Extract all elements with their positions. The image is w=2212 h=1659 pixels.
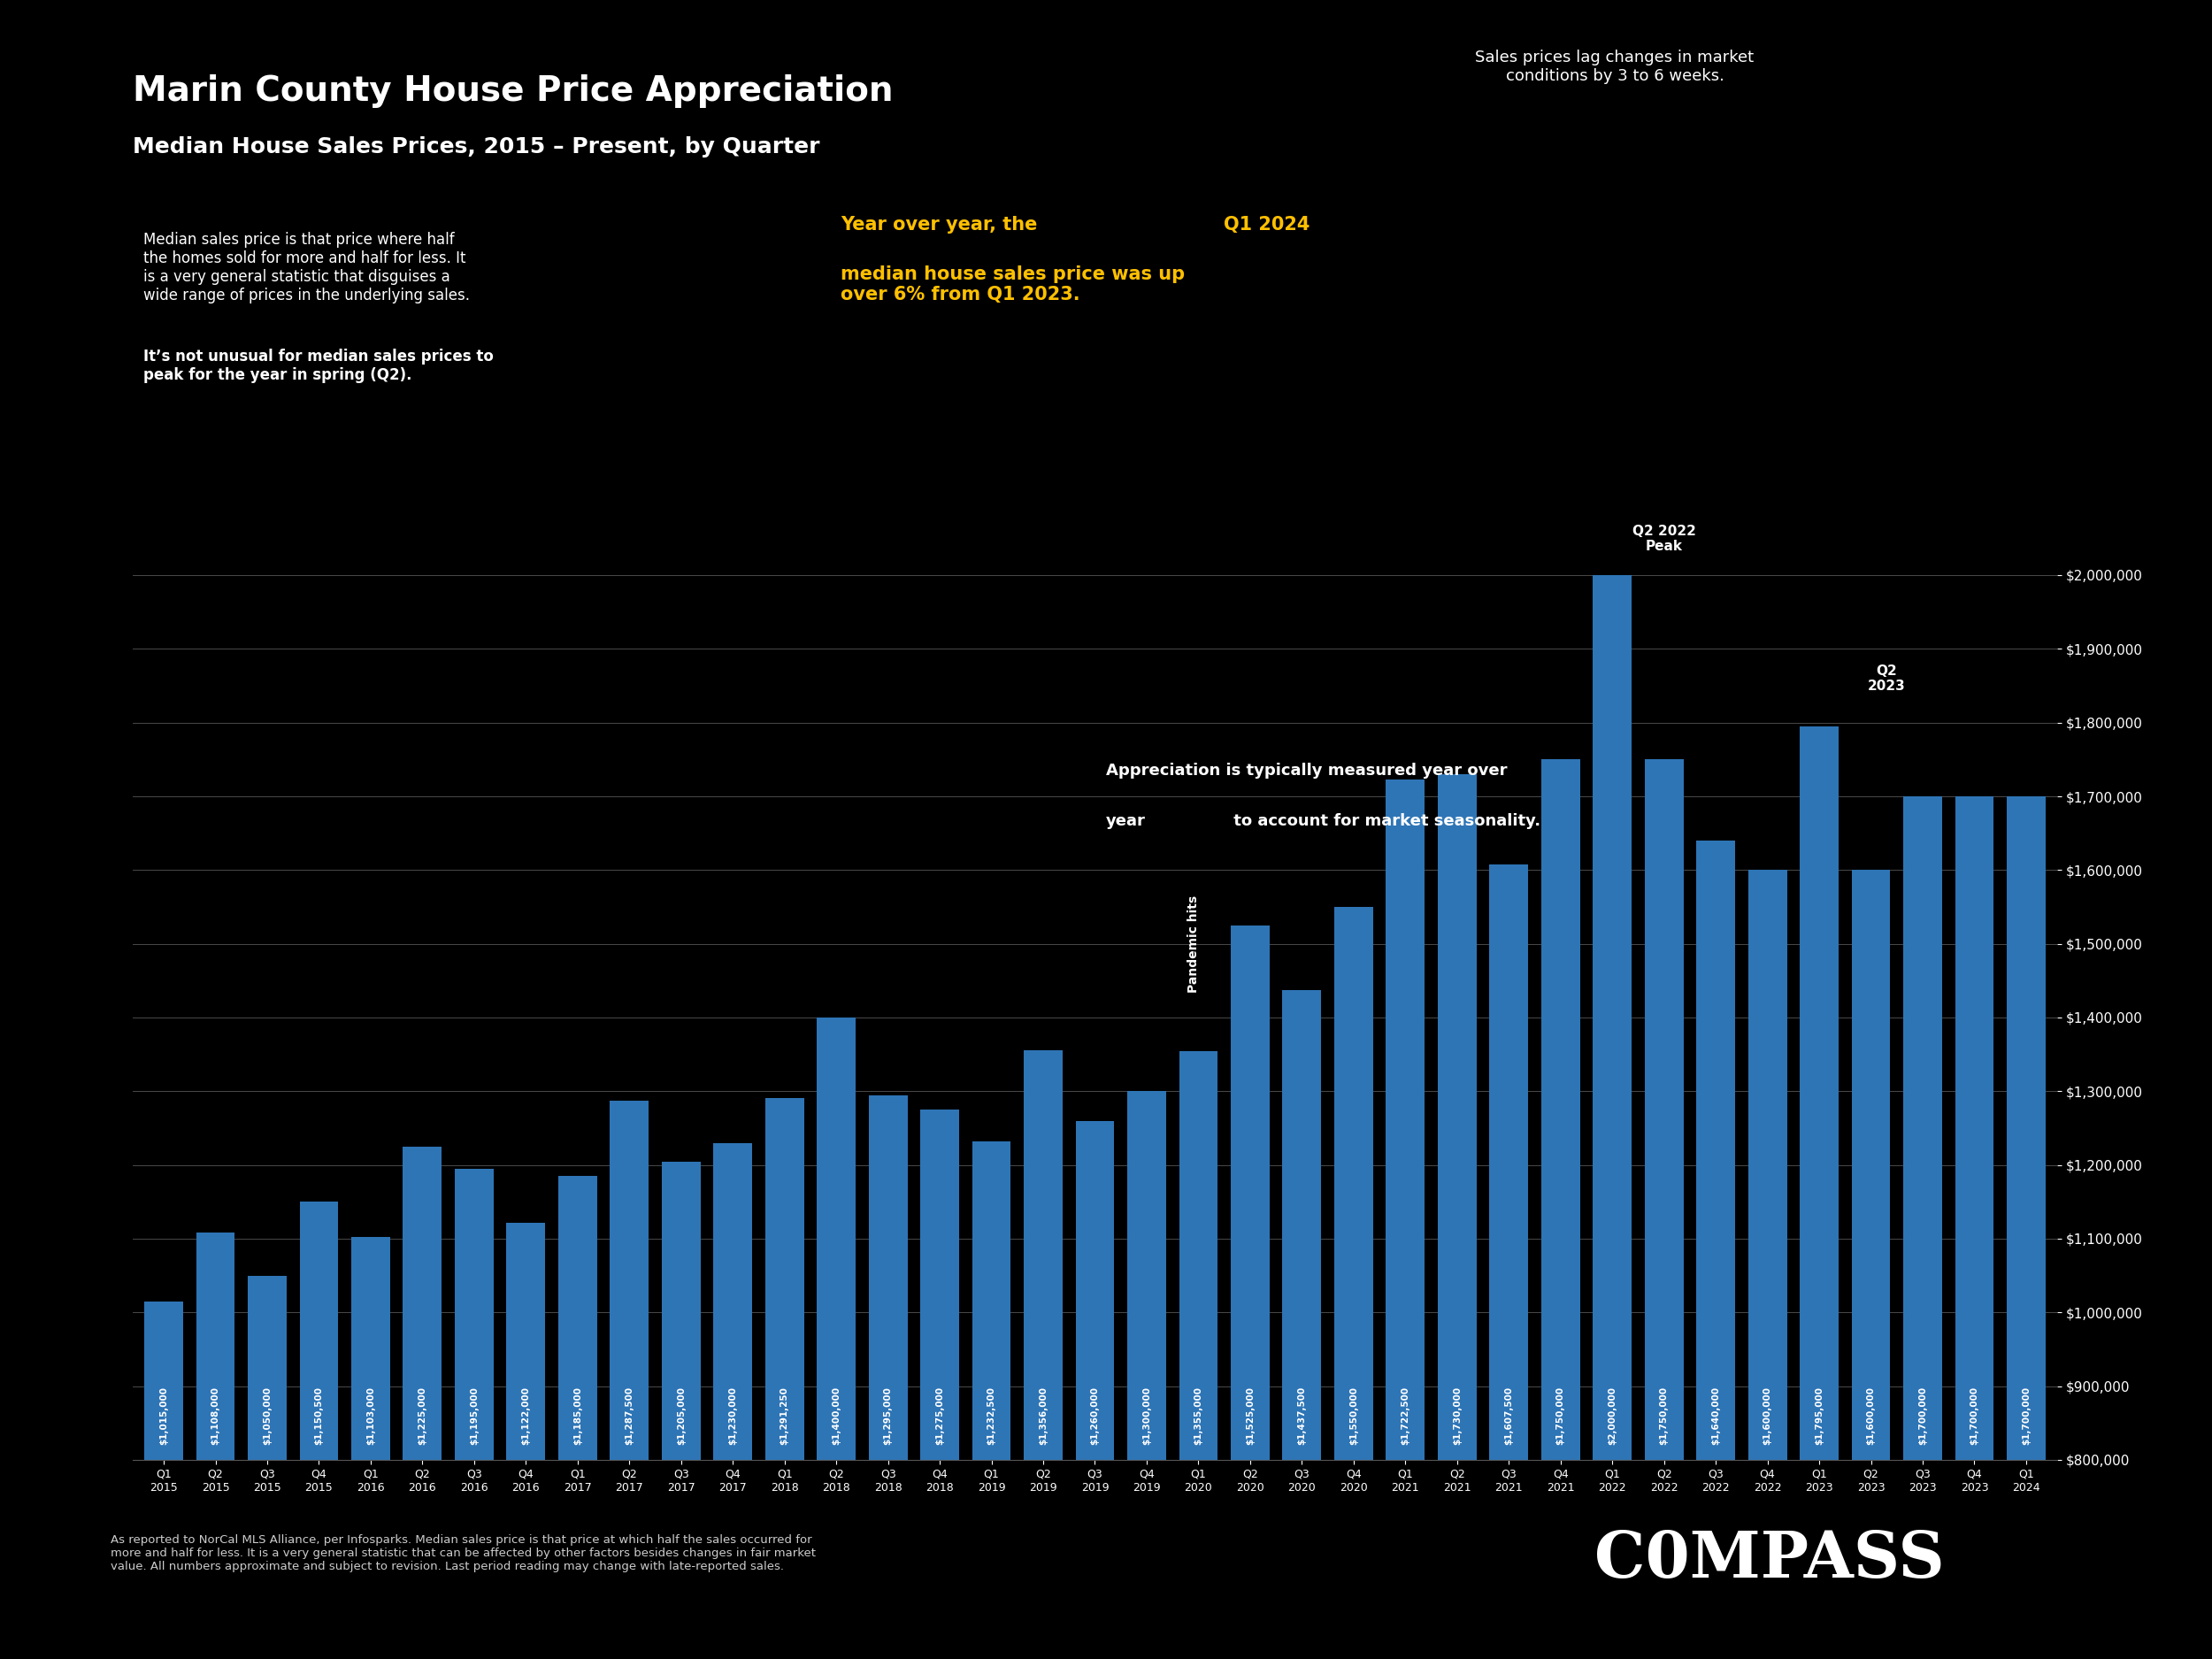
Text: $1,291,250: $1,291,250 xyxy=(781,1387,790,1445)
Text: $1,287,500: $1,287,500 xyxy=(626,1387,635,1445)
Text: to account for market seasonality.: to account for market seasonality. xyxy=(1228,813,1540,830)
Text: $1,205,000: $1,205,000 xyxy=(677,1387,686,1445)
Text: $1,230,000: $1,230,000 xyxy=(728,1387,737,1445)
Text: C0MPASS: C0MPASS xyxy=(1595,1528,1944,1591)
Bar xyxy=(816,1017,856,1659)
Bar xyxy=(869,1095,907,1659)
Text: Appreciation is typically measured year over: Appreciation is typically measured year … xyxy=(1106,763,1506,798)
Bar xyxy=(299,1201,338,1659)
Bar xyxy=(144,1301,184,1659)
Text: $1,195,000: $1,195,000 xyxy=(469,1387,478,1445)
Text: year: year xyxy=(1106,813,1146,830)
Text: $1,730,000: $1,730,000 xyxy=(1453,1387,1462,1445)
Text: $1,355,000: $1,355,000 xyxy=(1194,1387,1203,1445)
Bar xyxy=(1542,760,1579,1659)
Bar xyxy=(611,1100,648,1659)
Bar xyxy=(1644,760,1683,1659)
Text: It’s not unusual for median sales prices to
peak for the year in spring (Q2).: It’s not unusual for median sales prices… xyxy=(144,348,493,383)
Text: Q1 2024: Q1 2024 xyxy=(1223,216,1310,234)
Text: $1,700,000: $1,700,000 xyxy=(1971,1387,1980,1445)
Text: $1,700,000: $1,700,000 xyxy=(1918,1387,1927,1445)
Text: $1,295,000: $1,295,000 xyxy=(883,1387,891,1445)
Text: Marin County House Price Appreciation: Marin County House Price Appreciation xyxy=(133,75,894,108)
Bar xyxy=(1230,926,1270,1659)
Text: $1,185,000: $1,185,000 xyxy=(573,1387,582,1445)
Bar xyxy=(403,1146,442,1659)
Text: $1,437,500: $1,437,500 xyxy=(1298,1387,1307,1445)
Text: Q2
2023: Q2 2023 xyxy=(1867,664,1905,693)
Bar xyxy=(248,1276,288,1659)
Text: $1,150,500: $1,150,500 xyxy=(314,1387,323,1445)
Text: median house sales price was up
over 6% from Q1 2023.: median house sales price was up over 6% … xyxy=(841,265,1186,304)
Text: Median sales price is that price where half
the homes sold for more and half for: Median sales price is that price where h… xyxy=(144,232,471,304)
Bar xyxy=(971,1141,1011,1659)
Bar xyxy=(1128,1092,1166,1659)
Bar xyxy=(456,1168,493,1659)
Text: $1,300,000: $1,300,000 xyxy=(1141,1387,1150,1445)
Bar xyxy=(1955,796,1993,1659)
Bar xyxy=(197,1233,234,1659)
Bar xyxy=(1902,796,1942,1659)
Text: $1,122,000: $1,122,000 xyxy=(522,1387,531,1445)
Bar xyxy=(1283,990,1321,1659)
Text: $1,550,000: $1,550,000 xyxy=(1349,1387,1358,1445)
Text: $1,525,000: $1,525,000 xyxy=(1245,1387,1254,1445)
Text: $1,607,500: $1,607,500 xyxy=(1504,1387,1513,1445)
Text: $1,015,000: $1,015,000 xyxy=(159,1387,168,1445)
Bar xyxy=(352,1236,389,1659)
Text: As reported to NorCal MLS Alliance, per Infosparks. Median sales price is that p: As reported to NorCal MLS Alliance, per … xyxy=(111,1535,816,1573)
Bar xyxy=(1593,576,1632,1659)
Text: $1,600,000: $1,600,000 xyxy=(1763,1387,1772,1445)
Text: $1,050,000: $1,050,000 xyxy=(263,1387,272,1445)
Text: $1,640,000: $1,640,000 xyxy=(1712,1387,1721,1445)
Text: Sales prices lag changes in market
conditions by 3 to 6 weeks.: Sales prices lag changes in market condi… xyxy=(1475,50,1754,85)
Bar xyxy=(714,1143,752,1659)
Text: $1,750,000: $1,750,000 xyxy=(1659,1387,1668,1445)
Bar xyxy=(557,1176,597,1659)
Text: Median House Sales Prices, 2015 – Present, by Quarter: Median House Sales Prices, 2015 – Presen… xyxy=(133,136,821,158)
Text: $1,750,000: $1,750,000 xyxy=(1555,1387,1564,1445)
Bar xyxy=(1489,864,1528,1659)
Bar xyxy=(507,1223,546,1659)
Text: $1,232,500: $1,232,500 xyxy=(987,1387,995,1445)
Bar xyxy=(1747,869,1787,1659)
Bar xyxy=(1697,841,1734,1659)
Bar xyxy=(661,1161,701,1659)
Bar xyxy=(765,1098,803,1659)
Bar xyxy=(2006,796,2046,1659)
Text: $1,225,000: $1,225,000 xyxy=(418,1387,427,1445)
Text: $1,700,000: $1,700,000 xyxy=(2022,1387,2031,1445)
Text: $1,356,000: $1,356,000 xyxy=(1040,1387,1048,1445)
Text: $1,400,000: $1,400,000 xyxy=(832,1387,841,1445)
Text: Year over year, the: Year over year, the xyxy=(841,216,1044,234)
Bar xyxy=(1024,1050,1062,1659)
Text: $1,103,000: $1,103,000 xyxy=(367,1387,376,1445)
Text: $1,600,000: $1,600,000 xyxy=(1867,1387,1876,1445)
Bar xyxy=(1438,775,1475,1659)
Text: $1,722,500: $1,722,500 xyxy=(1400,1387,1409,1445)
Text: Q2 2022
Peak: Q2 2022 Peak xyxy=(1632,524,1697,552)
Bar xyxy=(920,1110,960,1659)
Text: $1,108,000: $1,108,000 xyxy=(210,1387,219,1445)
Bar xyxy=(1075,1121,1115,1659)
Text: $1,275,000: $1,275,000 xyxy=(936,1387,945,1445)
Bar xyxy=(1387,780,1425,1659)
Bar xyxy=(1851,869,1891,1659)
Text: $1,260,000: $1,260,000 xyxy=(1091,1387,1099,1445)
Text: Pandemic hits: Pandemic hits xyxy=(1188,896,1199,992)
Text: $1,795,000: $1,795,000 xyxy=(1814,1387,1823,1445)
Bar xyxy=(1334,907,1374,1659)
Bar xyxy=(1801,727,1838,1659)
Bar xyxy=(1179,1050,1219,1659)
Text: $2,000,000: $2,000,000 xyxy=(1608,1387,1617,1445)
